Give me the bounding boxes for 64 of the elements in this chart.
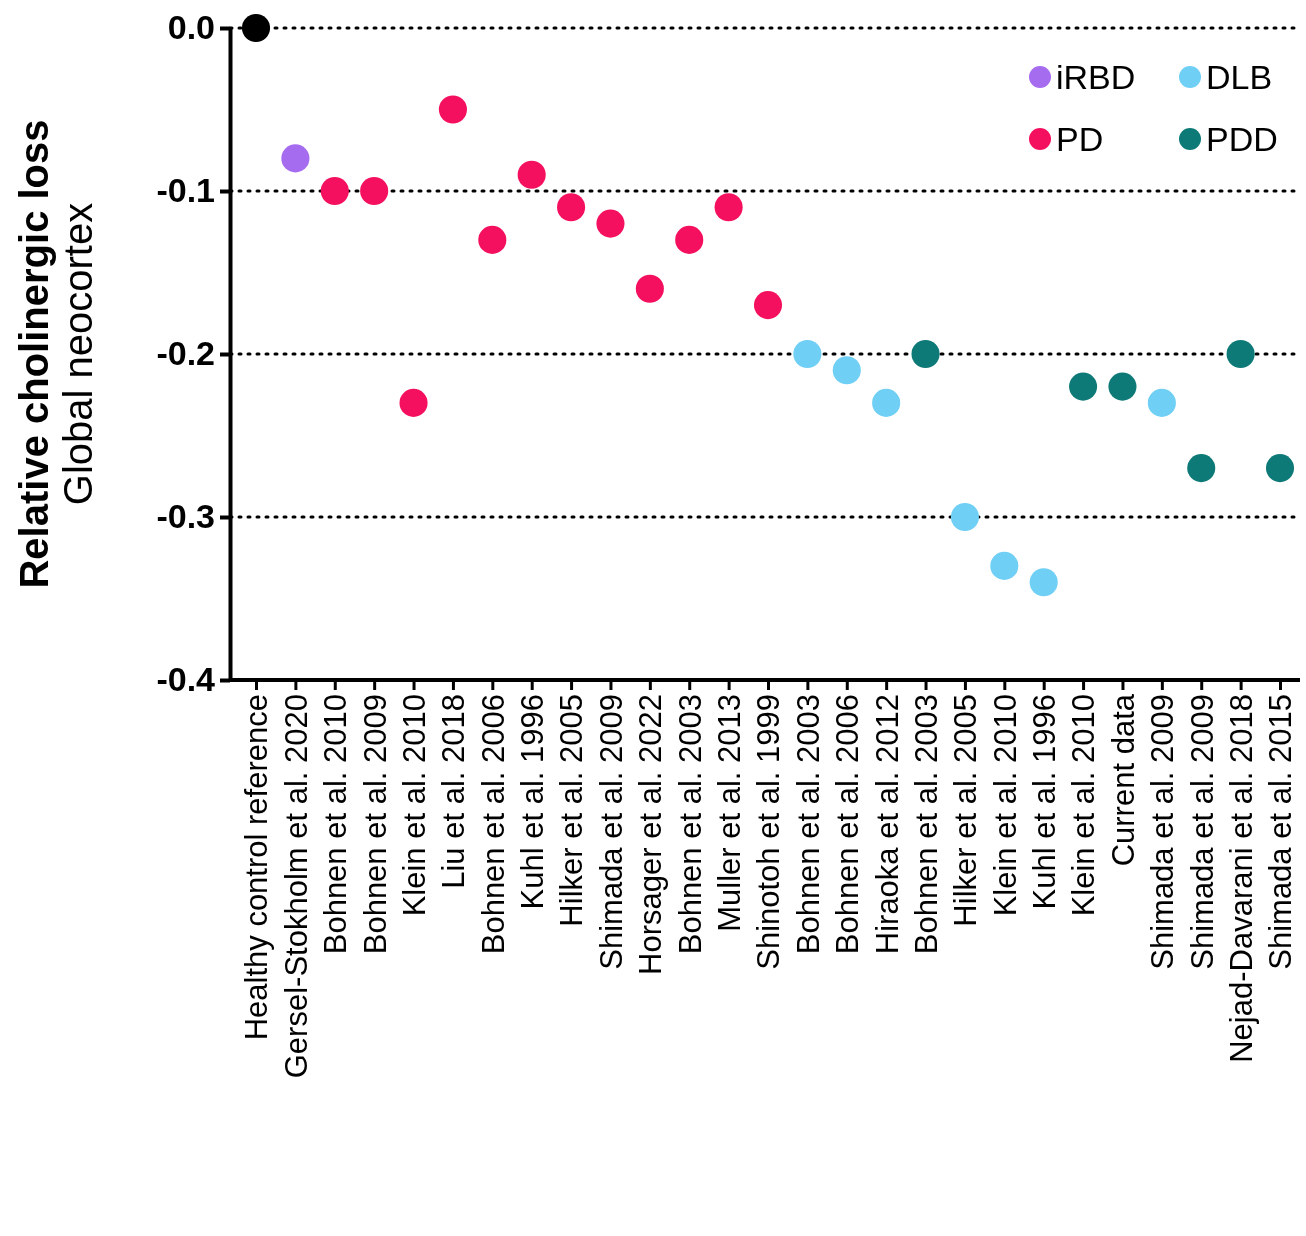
legend-label: PD	[1056, 120, 1104, 158]
point	[714, 193, 743, 222]
x-tick-label: Shimada et al. 2009	[1145, 694, 1181, 970]
x-tick-label: Gersel-Stokholm et al. 2020	[278, 694, 314, 1079]
point	[557, 193, 586, 222]
x-tick-label: Bohnen et al. 2003	[672, 694, 708, 955]
point	[832, 356, 861, 385]
x-tick-label: Horsager et al. 2022	[633, 694, 669, 975]
y-tick-label: -0.3	[156, 497, 215, 536]
x-tick-label: Healthy control reference	[239, 694, 275, 1041]
x-tick-label: Bohnen et al. 2006	[830, 694, 866, 955]
point	[635, 274, 664, 303]
x-tick-label: Klein et al. 2010	[987, 694, 1023, 917]
point	[675, 225, 704, 254]
x-tick-label: Bohnen et al. 2006	[475, 694, 511, 955]
point	[911, 339, 940, 369]
point	[399, 388, 428, 417]
y-axis-title: Relative cholinergic loss Global neocortex	[12, 119, 100, 589]
x-tick-label: Shimada et al. 2009	[1184, 694, 1220, 970]
x-tick-label: Shimada et al. 2015	[1263, 694, 1299, 970]
y-tick-label: -0.2	[156, 334, 215, 373]
y-tick-label: 0.0	[167, 8, 215, 47]
x-tick-label: Muller et al. 2013	[711, 694, 747, 932]
point	[1029, 568, 1058, 597]
x-tick-label: Shinotoh et al. 1999	[751, 694, 787, 970]
point	[438, 95, 467, 124]
point	[950, 502, 979, 532]
point	[753, 291, 783, 320]
point	[872, 388, 901, 417]
legend-label: PDD	[1206, 120, 1278, 158]
point	[1226, 339, 1255, 369]
point	[596, 209, 625, 238]
x-tick-label: Klein et al. 2010	[1066, 694, 1102, 917]
y-tick-label: -0.4	[156, 660, 216, 699]
x-tick-label: Nejad-Davarani et al. 2018	[1223, 694, 1259, 1063]
x-tick-label: Hilker et al. 2005	[554, 694, 590, 927]
x-tick-label: Bohnen et al. 2009	[357, 694, 393, 955]
x-tick-label: Hiraoka et al. 2012	[869, 694, 905, 955]
point	[1108, 372, 1137, 401]
x-tick-label: Klein et al. 2010	[396, 694, 432, 917]
x-tick-label: Bohnen et al. 2010	[318, 694, 354, 955]
point	[320, 176, 349, 206]
x-tick-label: Kuhl et al. 1996	[515, 694, 551, 910]
point	[241, 13, 271, 43]
x-tick-label: Liu et al. 2018	[436, 694, 472, 889]
point	[1069, 372, 1098, 401]
point	[360, 176, 389, 206]
x-tick-label: Current data	[1105, 693, 1141, 867]
x-tick-label: Kuhl et al. 1996	[1027, 694, 1063, 910]
point	[1187, 454, 1216, 483]
x-tick-label: Bohnen et al. 2003	[790, 694, 826, 955]
point	[517, 160, 546, 189]
point	[1265, 454, 1295, 483]
point	[1147, 388, 1176, 417]
point	[478, 225, 507, 254]
x-tick-label: Shimada et al. 2009	[593, 694, 629, 970]
legend-label: iRBD	[1056, 58, 1136, 96]
x-tick-label: Bohnen et al. 2003	[908, 694, 944, 955]
point	[793, 339, 822, 369]
point	[281, 144, 310, 173]
point	[990, 551, 1019, 580]
legend-label: DLB	[1206, 58, 1273, 96]
x-tick-label: Hilker et al. 2005	[948, 694, 984, 927]
y-tick-label: -0.1	[156, 171, 215, 210]
